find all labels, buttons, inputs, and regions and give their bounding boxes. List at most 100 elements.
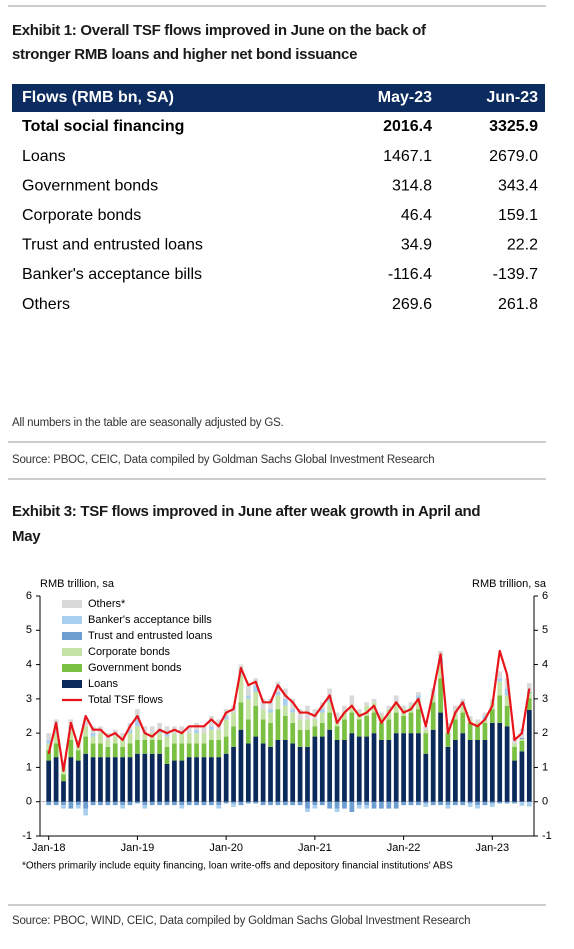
bar-segment — [149, 801, 155, 806]
bar-segment — [223, 736, 229, 754]
bar-segment — [290, 743, 296, 802]
bar-segment — [53, 757, 59, 802]
bar-segment — [305, 801, 310, 809]
table-cell: Banker's acceptance bills — [22, 266, 202, 283]
bar-segment — [327, 698, 333, 703]
bar-segment — [460, 698, 466, 703]
bar-segment — [364, 705, 370, 716]
bar-segment — [526, 698, 532, 710]
bar-segment — [519, 801, 525, 806]
bar-segment — [238, 729, 244, 802]
bar-segment — [312, 801, 318, 806]
y-tick-label: 0 — [26, 796, 32, 808]
bar-segment — [68, 801, 74, 809]
bar-segment — [475, 719, 480, 723]
bar-segment — [231, 801, 236, 804]
bar-segment — [319, 722, 325, 737]
bar-segment — [356, 805, 362, 809]
bar-segment — [142, 753, 148, 802]
bar-segment — [290, 801, 296, 806]
bar-segment — [349, 801, 355, 812]
bar-segment — [157, 722, 162, 730]
bar-segment — [231, 803, 236, 807]
bar-segment — [489, 722, 495, 802]
bar-segment — [364, 805, 370, 809]
bar-segment — [53, 733, 59, 744]
bar-segment — [135, 801, 140, 804]
bar-segment — [135, 740, 140, 754]
bar-segment — [216, 801, 222, 806]
bar-segment — [408, 702, 414, 706]
bar-segment — [504, 801, 510, 804]
legend-swatch — [62, 664, 82, 672]
table-header-cell: Jun-23 — [486, 89, 538, 106]
bar-segment — [253, 692, 259, 706]
bar-segment — [275, 801, 281, 806]
bar-segment — [423, 733, 429, 754]
bar-segment — [127, 733, 133, 744]
y-tick-label: 3 — [26, 693, 32, 705]
bar-segment — [53, 801, 59, 806]
legend-label: Others* — [88, 598, 126, 610]
bar-segment — [194, 757, 199, 802]
bar-segment — [105, 757, 111, 802]
bar-segment — [489, 709, 495, 723]
bar-segment — [327, 712, 333, 730]
bar-segment — [452, 801, 458, 806]
bar-segment — [460, 712, 466, 734]
exhibit3-title: Exhibit 3: TSF flows improved in June af… — [12, 503, 480, 520]
exhibit1-title: Exhibit 1: Overall TSF flows improved in… — [12, 22, 427, 39]
bar-segment — [349, 695, 355, 706]
bar-segment — [172, 801, 177, 806]
y-tick-label: 6 — [26, 590, 32, 602]
bar-segment — [61, 781, 66, 802]
bar-segment — [401, 716, 406, 734]
bar-segment — [216, 805, 222, 809]
bar-segment — [164, 736, 170, 747]
x-tick-label: Jan-21 — [298, 842, 332, 854]
source: Source: PBOC, WIND, CEIC, Data compiled … — [12, 915, 470, 927]
bar-segment — [393, 695, 399, 703]
bar-segment — [349, 705, 355, 713]
table-header-cell: Flows (RMB bn, SA) — [22, 89, 174, 106]
table-cell: 3325.9 — [489, 118, 538, 135]
bar-segment — [519, 740, 525, 752]
bar-segment — [268, 698, 273, 710]
bar-segment — [172, 760, 177, 802]
exhibit1-title: stronger RMB loans and higher net bond i… — [12, 46, 357, 63]
bar-segment — [319, 801, 325, 806]
bar-segment — [504, 726, 510, 802]
table-cell: Others — [22, 296, 70, 313]
table-cell: 22.2 — [507, 237, 538, 254]
bar-segment — [268, 801, 273, 806]
bar-segment — [260, 743, 266, 802]
bar-segment — [231, 746, 236, 802]
bar-segment — [312, 805, 318, 809]
bar-segment — [164, 764, 170, 802]
bar-segment — [135, 726, 140, 740]
bar-segment — [290, 709, 296, 713]
bar-segment — [334, 801, 340, 809]
bar-segment — [186, 733, 192, 744]
bar-segment — [90, 733, 96, 737]
bar-segment — [282, 801, 288, 806]
bar-segment — [201, 726, 207, 734]
line-series — [47, 649, 531, 772]
table-cell: 34.9 — [401, 237, 432, 254]
y2-tick-label: 1 — [542, 761, 548, 773]
y-tick-label: -1 — [22, 830, 32, 842]
table-cell: Corporate bonds — [22, 207, 141, 224]
bar-segment — [526, 709, 532, 802]
legend-label: Loans — [88, 678, 118, 690]
y2-tick-label: -1 — [542, 830, 552, 842]
legend-label: Government bonds — [88, 662, 182, 674]
bar-segment — [208, 757, 214, 802]
bar-segment — [297, 746, 303, 802]
bar-segment — [312, 719, 318, 727]
y2-tick-label: 2 — [542, 727, 548, 739]
bar-segment — [253, 685, 259, 692]
x-tick-label: Jan-19 — [121, 842, 155, 854]
bar-segment — [208, 740, 214, 758]
bar-segment — [519, 738, 525, 741]
bar-segment — [238, 801, 244, 806]
